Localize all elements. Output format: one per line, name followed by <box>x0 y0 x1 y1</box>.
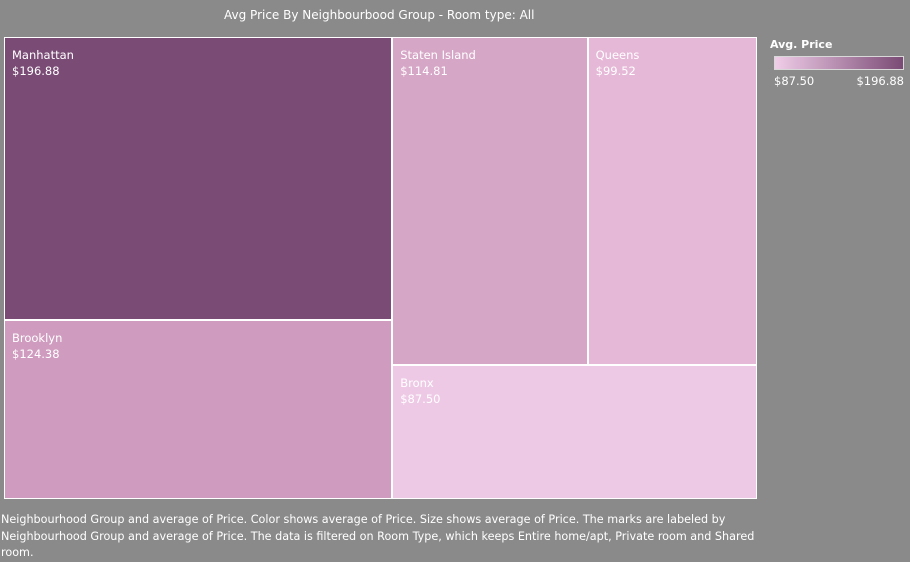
tile-value-manhattan: $196.88 <box>12 64 60 78</box>
tile-bronx[interactable]: Bronx $87.50 <box>393 366 756 498</box>
tile-label: Manhattan $196.88 <box>12 47 74 79</box>
tile-brooklyn[interactable]: Brooklyn $124.38 <box>5 321 392 498</box>
tile-value-brooklyn: $124.38 <box>12 347 60 362</box>
tile-label: Queens $99.52 <box>596 47 640 79</box>
legend-title: Avg. Price <box>770 38 833 51</box>
tile-queens[interactable]: Queens $99.52 <box>588 38 756 365</box>
tile-name-queens: Queens <box>595 48 640 62</box>
legend-min-label: $87.50 <box>774 74 815 88</box>
tile-label: Staten Island $114.81 <box>400 47 476 79</box>
chart-title: Avg Price By Neighbourbood Group - Room … <box>224 8 535 22</box>
tile-name-manhattan: Manhattan <box>12 48 74 62</box>
tile-value-bronx: $87.50 <box>400 392 441 407</box>
legend-color-ramp <box>774 56 904 70</box>
tile-label: Brooklyn $124.38 <box>12 330 62 362</box>
color-legend: Avg. Price $87.50 $196.88 <box>770 38 906 88</box>
tile-label: Bronx $87.50 <box>400 375 440 407</box>
tile-name-bronx: Bronx <box>400 376 434 391</box>
tile-staten-island[interactable]: Staten Island $114.81 <box>393 38 587 365</box>
tile-value-staten-island: $114.81 <box>400 64 448 78</box>
tile-name-brooklyn: Brooklyn <box>12 331 63 346</box>
tile-name-staten-island: Staten Island <box>400 48 476 62</box>
treemap: Manhattan $196.88 Brooklyn $124.38 Staten Is… <box>4 37 757 499</box>
tile-value-queens: $99.52 <box>595 64 636 78</box>
legend-max-label: $196.88 <box>856 74 904 88</box>
chart-caption: Neighbourhood Group and average of Price… <box>1 513 755 559</box>
tile-manhattan[interactable]: Manhattan $196.88 <box>5 38 392 320</box>
